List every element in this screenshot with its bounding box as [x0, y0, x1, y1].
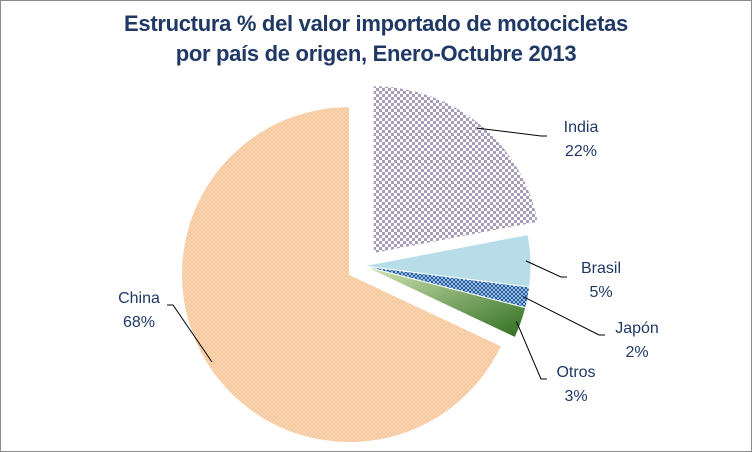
slices-layer	[181, 85, 539, 444]
chart-title-line-1: Estructura % del valor importado de moto…	[124, 11, 628, 36]
data-label-pct-brasil: 5%	[589, 284, 612, 301]
data-label-name-india: India	[564, 119, 599, 136]
data-label-pct-china: 68%	[123, 314, 155, 331]
leader-line-china	[167, 304, 213, 363]
leader-line-japon	[522, 296, 605, 336]
data-label-pct-japon: 2%	[625, 344, 648, 361]
data-label-name-brasil: Brasil	[581, 260, 621, 277]
data-label-pct-otros: 3%	[564, 388, 587, 405]
pie-slice-india	[372, 85, 539, 255]
data-labels: India 22% Brasil 5% Japón 2% Otros 3% China 68%	[118, 119, 659, 405]
data-label-name-otros: Otros	[556, 364, 595, 381]
data-label-name-china: China	[118, 290, 160, 307]
data-label-pct-india: 22%	[565, 143, 597, 160]
leader-lines	[167, 127, 605, 380]
chart-title: Estructura % del valor importado de moto…	[1, 9, 751, 69]
pie-slice-china	[181, 106, 503, 444]
chart-title-line-2: por país de origen, Enero-Octubre 2013	[175, 41, 577, 66]
pie-slice-otros	[362, 265, 527, 339]
leader-line-india	[477, 127, 547, 137]
leader-line-otros	[515, 321, 547, 380]
leader-line-brasil	[525, 260, 567, 278]
data-label-name-japon: Japón	[615, 320, 659, 337]
